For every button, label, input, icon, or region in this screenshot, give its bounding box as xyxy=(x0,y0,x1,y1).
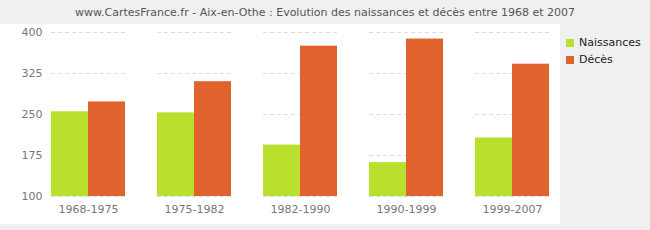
svg-text:1990-1999: 1990-1999 xyxy=(377,203,437,216)
svg-text:325: 325 xyxy=(22,67,43,80)
svg-text:1975-1982: 1975-1982 xyxy=(165,203,225,216)
svg-text:400: 400 xyxy=(22,26,43,39)
svg-text:1982-1990: 1982-1990 xyxy=(271,203,331,216)
svg-text:100: 100 xyxy=(22,190,43,203)
svg-text:1968-1975: 1968-1975 xyxy=(59,203,119,216)
html-text:Décès: Décès xyxy=(579,53,613,66)
html-text:Naissances: Naissances xyxy=(579,36,641,49)
svg-text:175: 175 xyxy=(22,149,43,162)
svg-text:1999-2007: 1999-2007 xyxy=(483,203,543,216)
html-text:www.CartesFrance.fr - Aix-en-O: www.CartesFrance.fr - Aix-en-Othe : Evol… xyxy=(75,6,575,19)
svg-text:250: 250 xyxy=(22,108,43,121)
